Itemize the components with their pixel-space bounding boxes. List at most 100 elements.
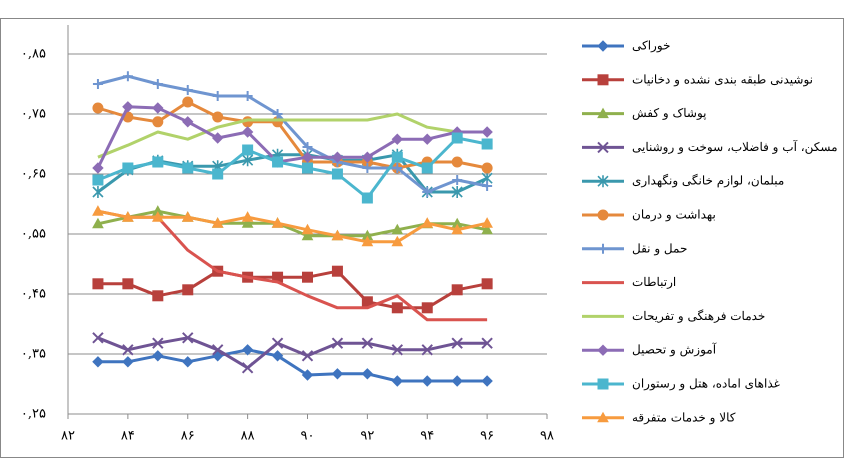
x-tick-label: ۸۸ [241,429,255,444]
marker [481,162,493,174]
legend-label: ارتباطات [632,275,676,289]
marker [152,337,164,349]
marker [212,168,224,180]
marker [122,71,133,82]
marker [481,223,493,235]
marker [452,175,463,185]
marker [242,154,254,167]
marker [182,356,194,368]
marker [481,217,493,228]
marker [241,126,254,138]
series-line [97,336,488,370]
marker [302,162,313,174]
marker [301,369,314,381]
marker [421,133,433,145]
marker [272,109,283,119]
marker [182,85,193,95]
marker [241,211,254,222]
legend-marker [598,243,608,254]
legend-label: آموزش و تحصیل [632,342,717,357]
marker [451,156,463,168]
chart-frame [0,18,844,458]
x-tick-label: ۹۶ [480,429,494,444]
marker [241,344,254,356]
legend-marker [597,411,609,423]
legend-label: کالا و خدمات متفرقه [632,410,736,424]
marker [122,162,134,174]
legend-label: خدمات فرهنگی و تفریحات [632,309,765,323]
marker [92,217,104,229]
marker [301,350,314,362]
marker [92,79,103,89]
series-line [97,209,488,322]
marker [242,144,254,156]
marker [331,368,344,380]
marker [182,116,194,128]
marker [212,111,224,123]
marker [211,217,224,228]
marker [301,151,314,163]
marker [482,181,493,191]
y-tick-label: ۰,۲۵ [21,407,46,422]
marker [182,96,194,108]
marker [271,217,284,228]
x-tick-label: ۹۸ [540,429,554,444]
marker [361,235,374,247]
marker [92,278,104,290]
marker [92,162,104,174]
legend-marker [597,209,609,221]
marker [92,174,104,186]
marker [391,375,404,387]
marker [362,163,373,173]
marker [451,223,464,235]
marker [122,344,134,356]
marker [152,79,163,89]
y-tick-label: ۰,۸۵ [21,47,46,62]
marker [391,235,404,247]
marker [92,356,104,368]
legend-label: خوراکی [632,39,670,53]
marker [92,102,104,114]
x-tick-label: ۹۲ [360,429,374,444]
marker [361,368,374,380]
legend-marker [597,40,609,52]
marker [301,229,314,241]
marker [361,151,374,163]
x-tick-label: ۸۴ [121,429,135,444]
marker [331,229,344,241]
marker [151,211,164,222]
y-tick-label: ۰,۶۵ [21,167,46,182]
marker [242,91,253,101]
marker [451,132,463,144]
marker [271,337,284,349]
marker [92,186,104,198]
y-tick-label: ۰,۳۵ [21,347,46,362]
marker [122,278,134,290]
marker [451,375,463,387]
x-tick-label: ۹۰ [301,429,315,444]
marker [391,302,403,314]
marker [481,375,493,387]
marker [241,217,254,228]
marker [331,151,344,163]
y-tick-label: ۰,۵۵ [21,227,46,242]
marker [451,337,463,349]
marker [241,362,254,374]
marker [392,163,403,173]
marker [422,187,433,197]
marker [481,337,493,349]
legend-label: بهداشت و درمان [632,208,716,222]
series-line [97,112,488,159]
legend-label: نوشیدنی طبقه بندی نشده و دخانیات [632,72,813,86]
legend-marker [597,74,609,86]
marker [451,186,463,198]
marker [122,356,134,368]
marker [421,162,433,174]
legend-label: پوشاک و کفش [632,106,707,120]
marker [421,375,433,387]
x-tick-label: ۸۲ [61,429,75,444]
legend-marker [597,107,609,119]
marker [181,211,194,222]
marker [331,168,343,180]
marker [182,162,194,174]
